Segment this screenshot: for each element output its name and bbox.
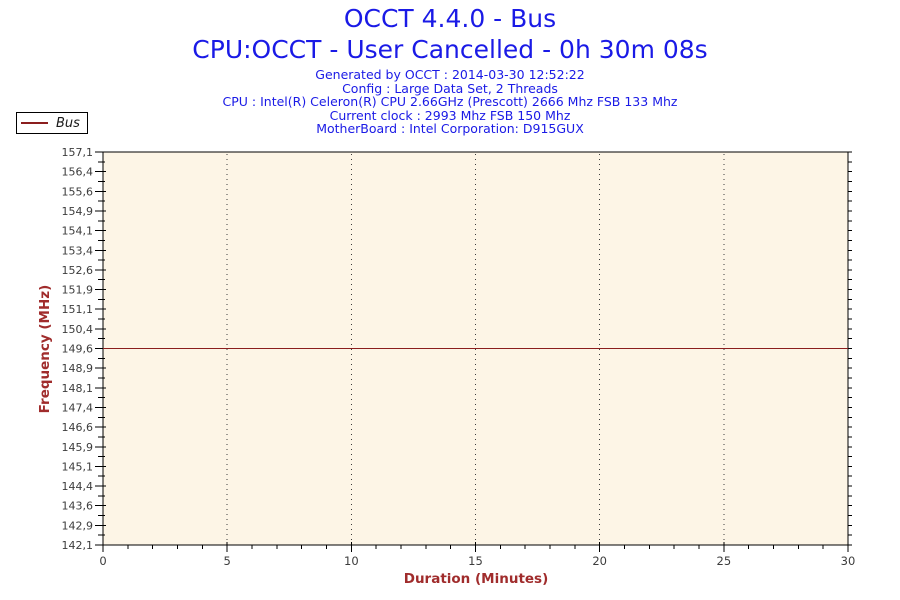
svg-text:149,6: 149,6 — [62, 343, 94, 356]
info-clock-line: Current clock : 2993 Mhz FSB 150 Mhz — [329, 107, 571, 123]
info-config-line: Config : Large Data Set, 2 Threads — [342, 80, 558, 96]
svg-text:147,4: 147,4 — [62, 401, 94, 414]
x-axis-title: Duration (Minutes) — [403, 571, 549, 587]
legend-line-swatch — [21, 122, 48, 124]
svg-text:150,4: 150,4 — [62, 323, 94, 336]
svg-text:146,6: 146,6 — [62, 421, 94, 434]
svg-text:154,1: 154,1 — [62, 225, 94, 238]
svg-text:148,1: 148,1 — [62, 382, 94, 395]
chart-title: OCCT 4.4.0 - Bus — [343, 4, 557, 33]
svg-text:155,6: 155,6 — [62, 185, 94, 198]
svg-text:148,9: 148,9 — [62, 362, 94, 375]
svg-text:156,4: 156,4 — [62, 166, 94, 179]
svg-text:0: 0 — [99, 554, 106, 568]
info-motherboard-line: MotherBoard : Intel Corporation: D915GUX — [316, 121, 584, 137]
info-generated-line: Generated by OCCT : 2014-03-30 12:52:22 — [315, 67, 585, 82]
svg-text:157,1: 157,1 — [62, 146, 94, 159]
svg-text:10: 10 — [344, 554, 359, 568]
svg-text:5: 5 — [224, 554, 231, 568]
svg-text:153,4: 153,4 — [62, 244, 94, 257]
svg-text:151,9: 151,9 — [62, 284, 94, 297]
svg-text:144,4: 144,4 — [62, 480, 94, 493]
legend-series-label: Bus — [56, 115, 80, 131]
svg-text:151,1: 151,1 — [62, 303, 94, 316]
svg-text:142,9: 142,9 — [62, 519, 94, 532]
svg-text:25: 25 — [717, 554, 732, 568]
legend-box: Bus — [16, 112, 88, 134]
info-cpu-line: CPU : Intel(R) Celeron(R) CPU 2.66GHz (P… — [222, 94, 678, 110]
svg-text:143,6: 143,6 — [62, 500, 94, 513]
svg-text:20: 20 — [592, 554, 607, 568]
svg-text:142,1: 142,1 — [62, 539, 94, 552]
svg-text:145,9: 145,9 — [62, 441, 94, 454]
svg-text:30: 30 — [841, 554, 856, 568]
chart-subtitle: CPU:OCCT - User Cancelled - 0h 30m 08s — [192, 35, 708, 64]
svg-text:145,1: 145,1 — [62, 460, 94, 473]
svg-text:152,6: 152,6 — [62, 264, 94, 277]
chart-info-block: Generated by OCCT : 2014-03-30 12:52:22 … — [0, 68, 900, 136]
svg-text:15: 15 — [468, 554, 483, 568]
svg-text:154,9: 154,9 — [62, 205, 94, 218]
